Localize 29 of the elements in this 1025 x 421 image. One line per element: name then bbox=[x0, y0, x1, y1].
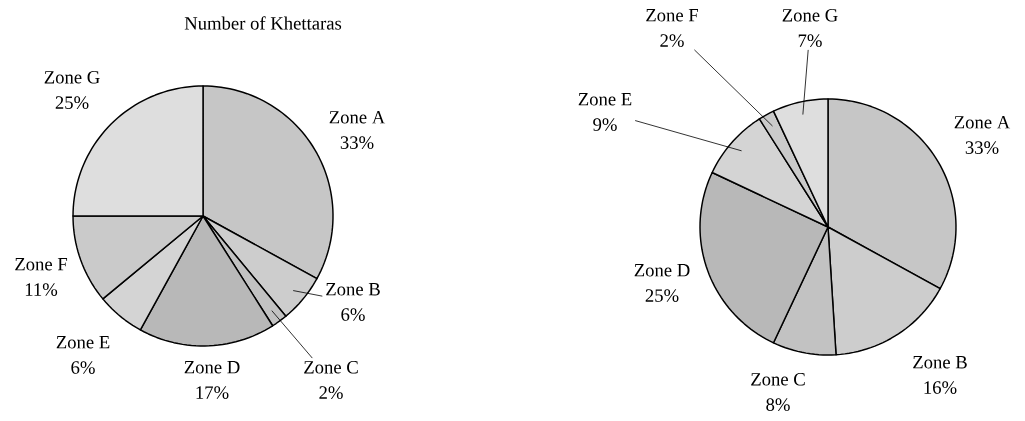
slice-label: Zone B bbox=[326, 283, 380, 296]
data-label: 6% bbox=[71, 361, 95, 374]
slice-label: Zone C bbox=[304, 361, 358, 374]
data-label: 25% bbox=[55, 96, 89, 109]
data-label: 9% bbox=[593, 118, 617, 131]
slice-label: Zone F bbox=[646, 9, 699, 22]
data-label: 8% bbox=[766, 398, 790, 411]
slice-label: Zone E bbox=[56, 336, 110, 349]
slice-label: Zone C bbox=[751, 373, 805, 386]
slice-label: Zone G bbox=[44, 71, 100, 84]
slice-label: Zone G bbox=[782, 9, 838, 22]
slice-label: Zone E bbox=[578, 93, 632, 106]
data-label: 7% bbox=[798, 34, 822, 47]
slice-label: Zone B bbox=[913, 356, 967, 369]
data-label: 11% bbox=[25, 283, 58, 296]
slice-label: Zone A bbox=[329, 111, 386, 124]
data-label: 33% bbox=[340, 136, 374, 149]
data-label: 2% bbox=[660, 34, 684, 47]
data-label: 16% bbox=[924, 381, 957, 394]
data-label: 6% bbox=[341, 308, 365, 321]
data-label: 2% bbox=[319, 386, 343, 399]
slice-label: Zone D bbox=[184, 361, 240, 374]
data-label: 17% bbox=[196, 386, 229, 399]
slice-label: Zone F bbox=[15, 258, 68, 271]
slice-label: Zone D bbox=[634, 264, 690, 277]
data-label: 25% bbox=[645, 289, 679, 302]
chart-title: Number of Khettaras bbox=[184, 16, 342, 30]
data-label: 33% bbox=[965, 141, 999, 154]
slice-label: Zone A bbox=[954, 116, 1011, 129]
